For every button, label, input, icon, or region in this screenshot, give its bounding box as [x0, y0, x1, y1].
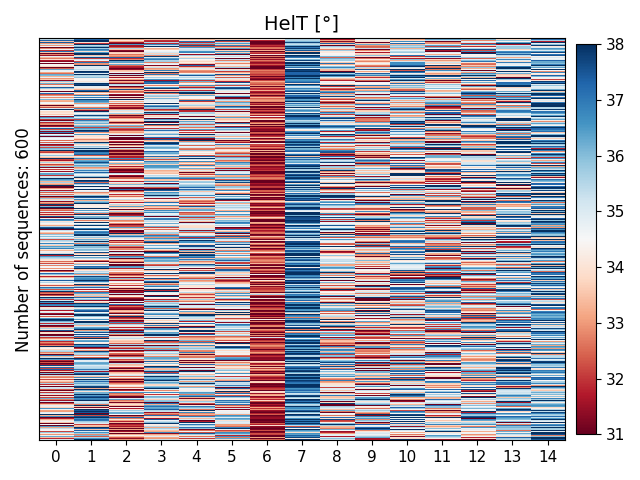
Y-axis label: Number of sequences: 600: Number of sequences: 600	[15, 127, 33, 352]
Title: HelT [°]: HelT [°]	[264, 15, 339, 34]
